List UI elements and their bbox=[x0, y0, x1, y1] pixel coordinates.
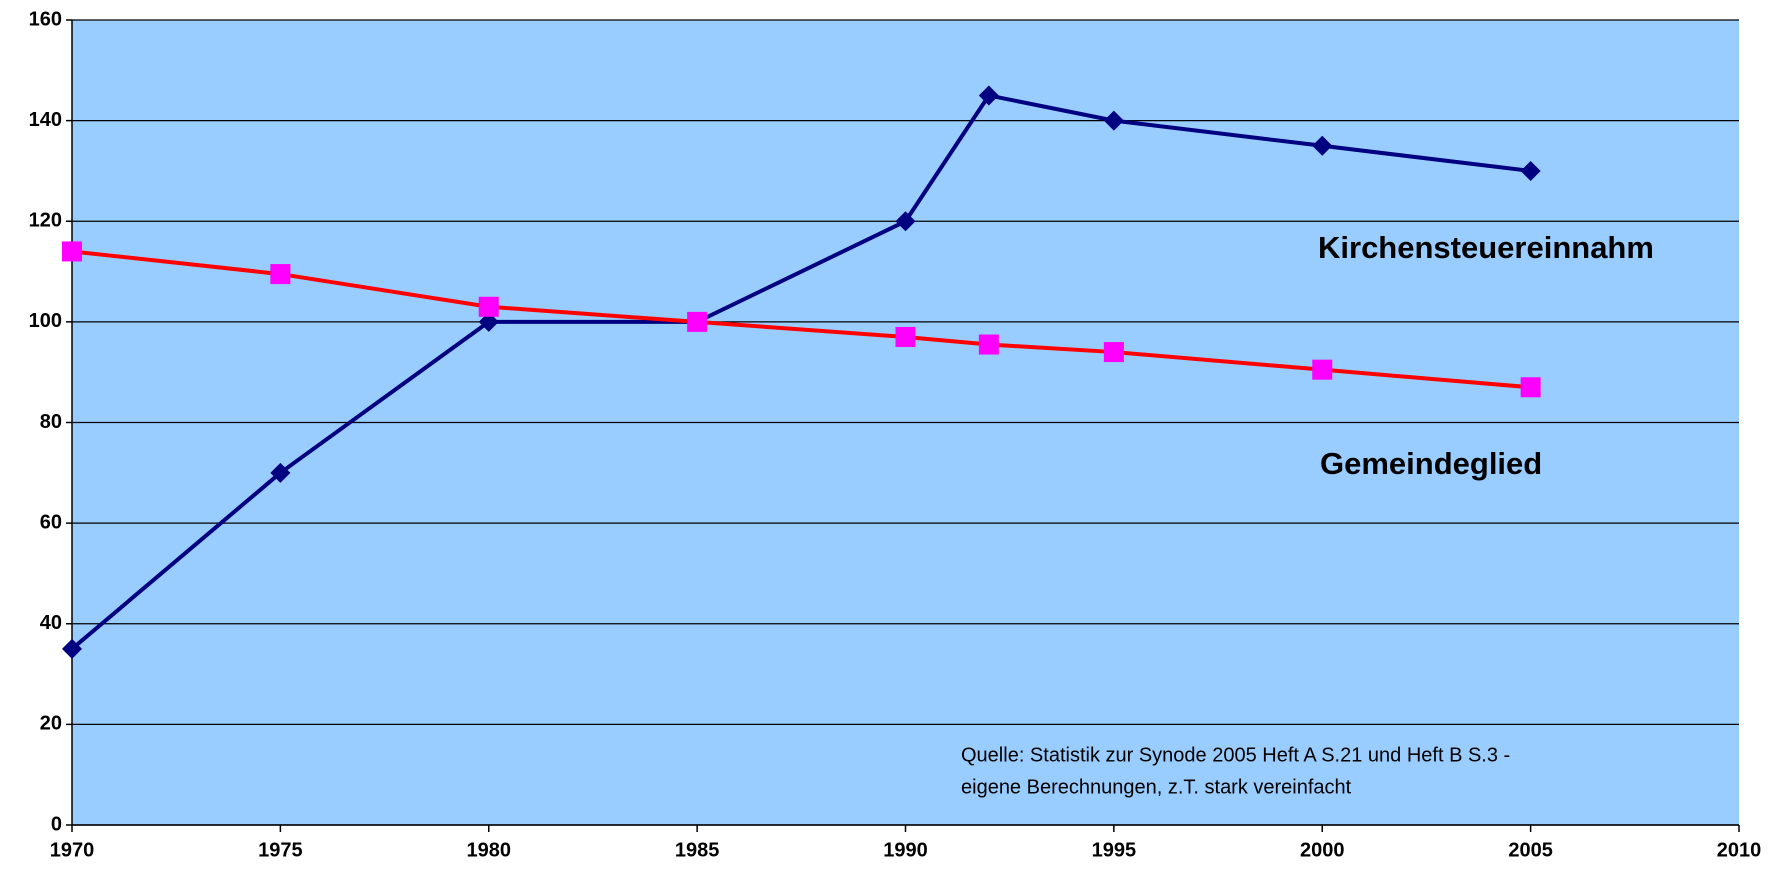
marker bbox=[978, 85, 999, 106]
y-tick-label: 160 bbox=[29, 8, 62, 30]
y-tick-label: 60 bbox=[40, 511, 62, 533]
marker bbox=[1312, 359, 1333, 380]
marker bbox=[978, 334, 999, 355]
marker bbox=[687, 311, 708, 332]
marker bbox=[478, 296, 499, 317]
marker bbox=[62, 638, 82, 659]
y-tick-label: 40 bbox=[40, 612, 62, 634]
annotation: eigene Berechnungen, z.T. stark vereinfa… bbox=[961, 776, 1352, 798]
annotation: Quelle: Statistik zur Synode 2005 Heft A… bbox=[961, 744, 1510, 766]
x-tick-label: 1980 bbox=[467, 839, 512, 861]
series-label: Kirchensteuereinnahm bbox=[1318, 230, 1654, 265]
marker bbox=[270, 264, 291, 285]
x-tick-label: 1975 bbox=[258, 839, 303, 861]
marker bbox=[1520, 377, 1541, 398]
x-tick-label: 2005 bbox=[1508, 839, 1553, 861]
marker bbox=[1103, 110, 1124, 131]
y-tick-label: 20 bbox=[40, 713, 62, 735]
y-tick-label: 0 bbox=[51, 813, 62, 835]
marker bbox=[62, 241, 82, 262]
x-tick-label: 1970 bbox=[50, 839, 95, 861]
marker bbox=[895, 211, 916, 232]
marker bbox=[1520, 160, 1541, 181]
marker bbox=[895, 326, 916, 347]
y-tick-label: 100 bbox=[29, 310, 62, 332]
y-tick-label: 80 bbox=[40, 411, 62, 433]
marker bbox=[270, 462, 291, 483]
x-tick-label: 2000 bbox=[1300, 839, 1345, 861]
x-tick-label: 2010 bbox=[1717, 839, 1762, 861]
marker bbox=[1312, 135, 1333, 156]
series-label: Gemeindeglied bbox=[1320, 446, 1542, 481]
x-tick-label: 1985 bbox=[675, 839, 720, 861]
y-tick-label: 120 bbox=[29, 210, 62, 232]
markers bbox=[62, 85, 1541, 659]
marker bbox=[1103, 342, 1124, 363]
x-tick-label: 1990 bbox=[883, 839, 928, 861]
y-tick-label: 140 bbox=[29, 109, 62, 131]
x-tick-label: 1995 bbox=[1092, 839, 1137, 861]
marker bbox=[478, 311, 499, 332]
